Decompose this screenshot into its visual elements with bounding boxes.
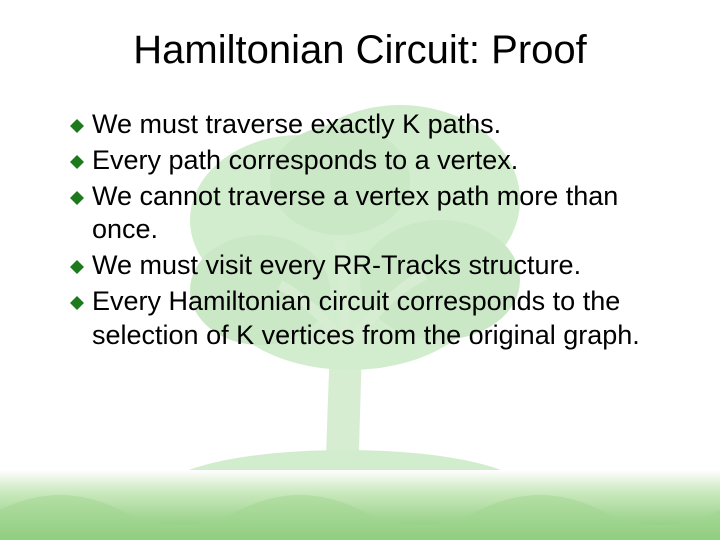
- diamond-bullet-icon: [68, 288, 86, 318]
- slide-title: Hamiltonian Circuit: Proof: [0, 28, 720, 73]
- list-item: Every Hamiltonian circuit corresponds to…: [68, 285, 668, 353]
- diamond-bullet-icon: [68, 252, 86, 282]
- bullet-text: Every path corresponds to a vertex.: [92, 144, 518, 178]
- list-item: We must visit every RR-Tracks structure.: [68, 249, 668, 283]
- diamond-bullet-icon: [68, 183, 86, 213]
- diamond-bullet-icon: [68, 111, 86, 141]
- list-item: We must traverse exactly K paths.: [68, 108, 668, 142]
- grass-footer: [0, 470, 720, 540]
- bullet-text: We must traverse exactly K paths.: [92, 108, 501, 142]
- bullet-text: We must visit every RR-Tracks structure.: [92, 249, 581, 283]
- bullet-text: We cannot traverse a vertex path more th…: [92, 180, 668, 248]
- list-item: Every path corresponds to a vertex.: [68, 144, 668, 178]
- list-item: We cannot traverse a vertex path more th…: [68, 180, 668, 248]
- bullet-list: We must traverse exactly K paths. Every …: [68, 108, 668, 354]
- diamond-bullet-icon: [68, 147, 86, 177]
- bullet-text: Every Hamiltonian circuit corresponds to…: [92, 285, 668, 353]
